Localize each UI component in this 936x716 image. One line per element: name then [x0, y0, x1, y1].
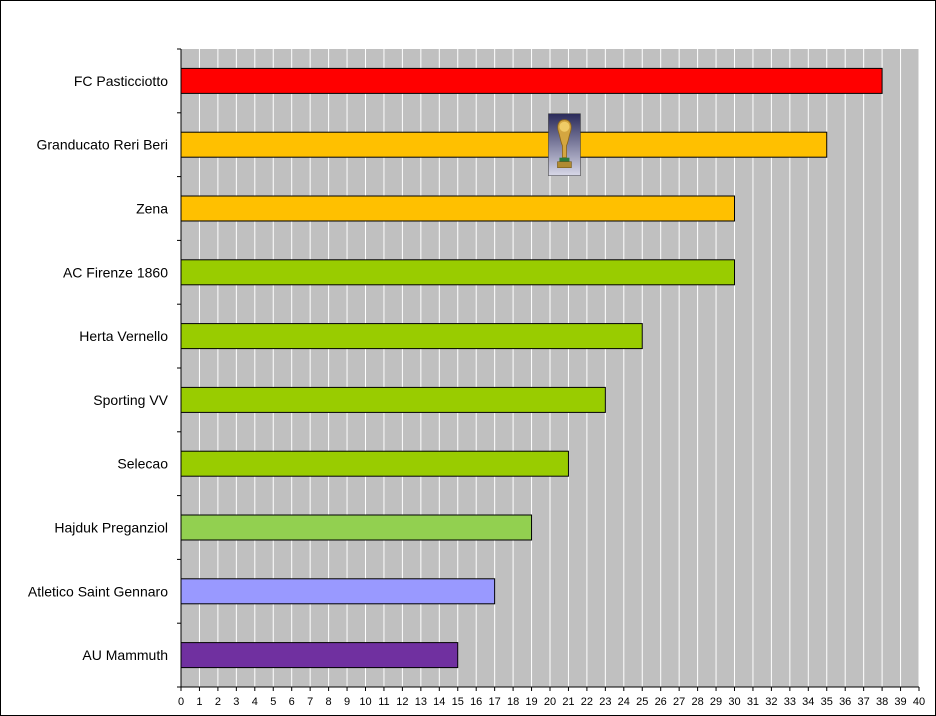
x-tick-label: 19 — [525, 696, 537, 708]
x-tick-label: 28 — [691, 696, 703, 708]
x-tick-label: 2 — [215, 696, 221, 708]
x-tick-label: 7 — [307, 696, 313, 708]
category-label: Sporting VV — [93, 392, 168, 408]
x-tick-label: 23 — [599, 696, 611, 708]
x-tick-label: 18 — [507, 696, 519, 708]
x-tick-label: 31 — [747, 696, 759, 708]
x-tick-label: 37 — [858, 696, 870, 708]
category-label: Zena — [136, 201, 168, 217]
category-label: FC Pasticciotto — [74, 73, 168, 89]
x-tick-label: 5 — [270, 696, 276, 708]
bar — [180, 67, 883, 94]
bar — [180, 259, 735, 286]
x-tick-label: 9 — [344, 696, 350, 708]
x-tick-label: 13 — [415, 696, 427, 708]
x-tick-label: 1 — [196, 696, 202, 708]
x-tick-label: 0 — [178, 696, 184, 708]
x-tick-label: 39 — [894, 696, 906, 708]
x-tick-label: 20 — [544, 696, 556, 708]
x-tick-label: 11 — [378, 696, 389, 708]
category-label: Herta Vernello — [79, 328, 168, 344]
x-tick-label: 6 — [289, 696, 295, 708]
x-tick-label: 22 — [581, 696, 593, 708]
x-tick-label: 10 — [359, 696, 371, 708]
x-tick-label: 40 — [913, 696, 925, 708]
bar — [180, 514, 533, 541]
x-tick-label: 38 — [876, 696, 888, 708]
x-tick-label: 27 — [673, 696, 685, 708]
category-label: Selecao — [117, 456, 168, 472]
x-tick-label: 30 — [728, 696, 740, 708]
category-label: AU Mammuth — [82, 647, 168, 663]
x-tick-label: 21 — [562, 696, 574, 708]
bar — [180, 578, 496, 605]
bar — [180, 323, 643, 350]
trophy-icon — [548, 113, 581, 176]
bar — [180, 195, 735, 222]
x-tick-label: 8 — [326, 696, 332, 708]
x-tick-label: 32 — [765, 696, 777, 708]
x-tick-label: 24 — [618, 696, 630, 708]
x-tick-label: 36 — [839, 696, 851, 708]
category-label: AC Firenze 1860 — [63, 264, 168, 280]
x-tick-label: 29 — [710, 696, 722, 708]
bar — [180, 131, 828, 158]
category-label: Granducato Reri Beri — [36, 137, 168, 153]
category-label: Atletico Saint Gennaro — [28, 583, 168, 599]
x-tick-label: 26 — [655, 696, 667, 708]
x-tick-label: 3 — [233, 696, 239, 708]
x-tick-label: 15 — [452, 696, 464, 708]
x-tick-label: 34 — [802, 696, 814, 708]
category-label: Hajduk Preganziol — [54, 520, 168, 536]
x-tick-label: 33 — [784, 696, 796, 708]
bar — [180, 450, 569, 477]
x-tick-label: 14 — [433, 696, 445, 708]
bar — [180, 642, 459, 669]
x-tick-label: 35 — [821, 696, 833, 708]
x-tick-label: 16 — [470, 696, 482, 708]
x-tick-label: 17 — [489, 696, 501, 708]
x-tick-label: 25 — [636, 696, 648, 708]
x-tick-label: 12 — [396, 696, 408, 708]
x-tick-label: 4 — [252, 696, 258, 708]
bar — [180, 386, 606, 413]
